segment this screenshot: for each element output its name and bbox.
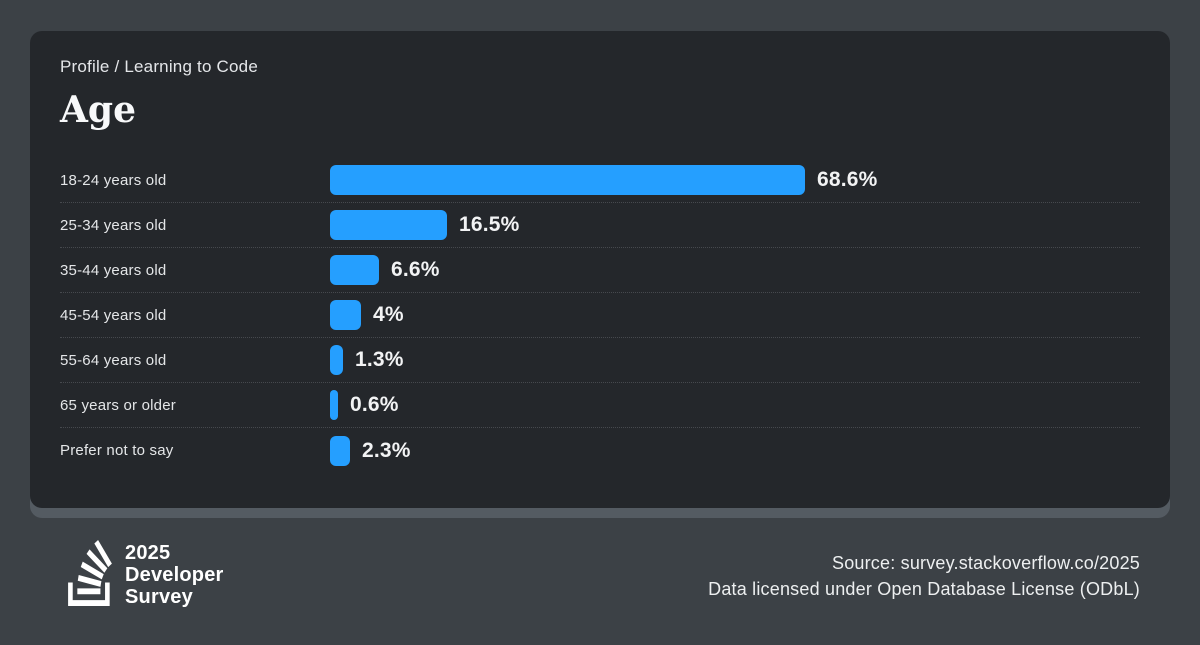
bar-track: 6.6%: [330, 248, 1140, 292]
bar: [330, 345, 343, 375]
category-label: Prefer not to say: [60, 442, 174, 459]
stackoverflow-logo-icon: [68, 540, 112, 606]
license-line: Data licensed under Open Database Licens…: [708, 579, 1140, 599]
page-title: Age: [60, 89, 137, 131]
brand-year: 2025: [125, 542, 171, 564]
brand-block: 2025 Developer Survey: [64, 540, 224, 608]
chart-row: 35-44 years old 6.6%: [60, 248, 1140, 293]
category-label: 45-54 years old: [60, 306, 167, 324]
bar: [330, 210, 447, 240]
bar-value-label: 2.3%: [362, 438, 411, 462]
bar: [330, 435, 350, 466]
footer: 2025 Developer Survey Source: survey.sta…: [0, 518, 1200, 645]
bar-value-label: 6.6%: [391, 258, 440, 281]
bar-value-label: 4%: [373, 303, 404, 326]
chart-row: 55-64 years old 1.3%: [60, 338, 1140, 383]
chart: 18-24 years old 68.6% 25-34 years old 16…: [60, 158, 1140, 473]
bar-track: 68.6%: [330, 158, 1140, 202]
category-label: 25-34 years old: [60, 216, 167, 234]
bar-track: 16.5%: [330, 203, 1140, 247]
chart-row: 65 years or older 0.6%: [60, 383, 1140, 428]
breadcrumb[interactable]: Profile / Learning to Code: [60, 57, 258, 76]
source-attribution: Source: survey.stackoverflow.co/2025 Dat…: [708, 550, 1140, 602]
bar-value-label: 1.3%: [355, 348, 404, 371]
bar-track: 4%: [330, 293, 1140, 337]
chart-row: 45-54 years old 4%: [60, 293, 1140, 338]
bar-track: 1.3%: [330, 338, 1140, 382]
bar-value-label: 16.5%: [459, 213, 520, 236]
bar-value-label: 68.6%: [817, 168, 878, 191]
category-label: 65 years or older: [60, 396, 176, 414]
bar: [330, 300, 361, 330]
brand-word-survey: Survey: [125, 586, 193, 608]
bar: [330, 390, 338, 420]
bar: [330, 165, 805, 195]
category-label: 55-64 years old: [60, 351, 167, 369]
chart-row: 25-34 years old 16.5%: [60, 203, 1140, 248]
brand-text: 2025 Developer Survey: [125, 540, 224, 608]
bar: [330, 255, 379, 285]
source-url-line: Source: survey.stackoverflow.co/2025: [831, 553, 1140, 573]
chart-row: Prefer not to say 2.3%: [60, 428, 1140, 473]
bar-value-label: 0.6%: [350, 393, 399, 416]
category-label: 18-24 years old: [60, 171, 167, 189]
chart-row: 18-24 years old 68.6%: [60, 158, 1140, 203]
bar-track: 0.6%: [330, 383, 1140, 427]
survey-result-card: Profile / Learning to Code Age 18-24 yea…: [30, 31, 1170, 508]
category-label: 35-44 years old: [60, 261, 167, 279]
bar-track: 2.3%: [330, 428, 1140, 473]
brand-word-developer: Developer: [125, 564, 224, 586]
